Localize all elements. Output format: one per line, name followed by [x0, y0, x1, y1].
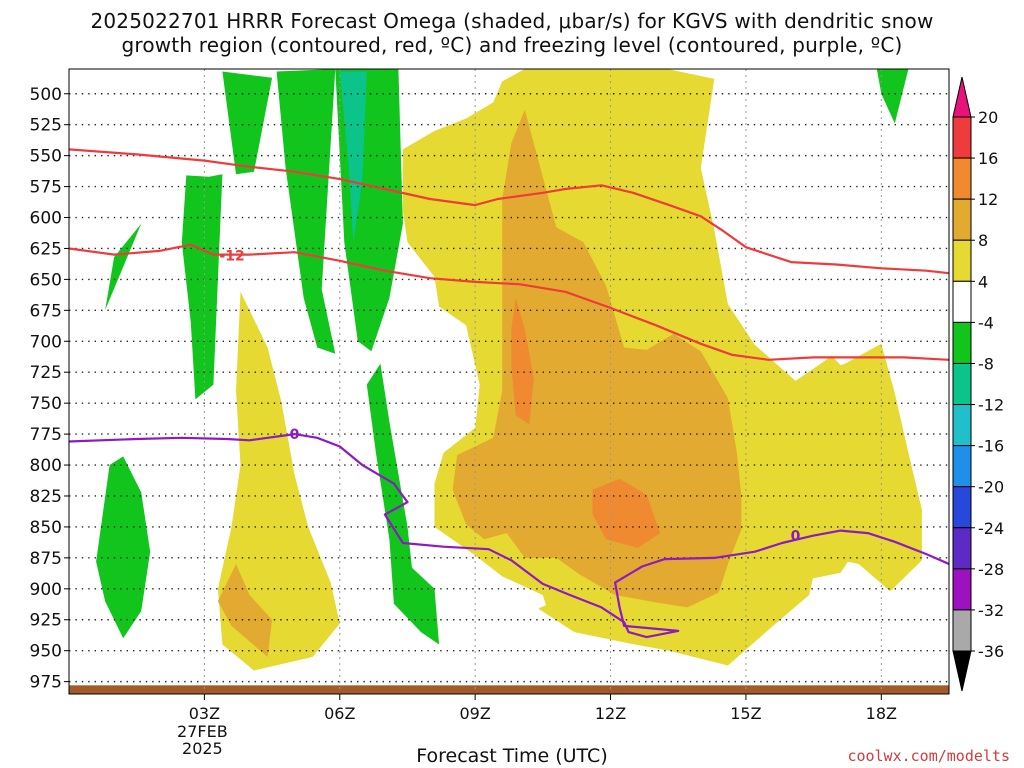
omega-shade-region	[276, 69, 336, 354]
freezing-level-contour	[69, 433, 949, 639]
omega-shade-region	[511, 298, 534, 425]
chart-title-line2: growth region (contoured, red, ºC) and f…	[121, 33, 903, 57]
chart-title-line1: 2025022701 HRRR Forecast Omega (shaded, …	[90, 9, 934, 33]
y-tick-label: 950	[30, 642, 62, 662]
y-tick-label: 575	[30, 178, 62, 198]
colorbar-label: -24	[978, 519, 1004, 538]
colorbar-label: -8	[978, 354, 994, 373]
y-tick-label: 825	[30, 487, 62, 507]
x-tick-label: 06Z	[324, 704, 355, 723]
x-tick-sublabel: 2025	[182, 739, 223, 758]
colorbar-label: 20	[978, 108, 998, 127]
omega-shade-region	[217, 291, 340, 671]
colorbar-label: 12	[978, 190, 998, 209]
omega-shade-region	[339, 71, 367, 243]
x-tick-label: 18Z	[866, 704, 897, 723]
y-tick-label: 725	[30, 363, 62, 383]
colorbar-top-arrow	[952, 76, 972, 118]
omega-shade-region	[217, 564, 273, 657]
y-tick-label: 850	[30, 518, 62, 538]
x-tick-sublabel: 27FEB	[177, 722, 228, 741]
y-tick-label: 800	[30, 456, 62, 476]
x-axis-label: Forecast Time (UTC)	[416, 745, 608, 767]
y-tick-label: 750	[30, 394, 62, 414]
colorbar-swatch	[952, 568, 972, 611]
y-tick-label: 625	[30, 239, 62, 259]
x-tick-label: 09Z	[459, 704, 490, 723]
contour-label-zero: 0	[290, 427, 300, 443]
omega-shade-region	[181, 174, 223, 400]
y-tick-label: 675	[30, 301, 62, 321]
colorbar-swatch	[952, 404, 972, 447]
colorbar-swatch	[952, 239, 972, 282]
y-tick-label: 925	[30, 611, 62, 631]
colorbar-label: -12	[978, 396, 1004, 415]
y-tick-label: 650	[30, 270, 62, 290]
omega-shade-region	[452, 109, 742, 608]
colorbar-swatch	[952, 362, 972, 406]
colorbar-swatch	[952, 321, 972, 364]
colorbar-swatch	[952, 486, 972, 529]
contour-label-minus12: -12	[219, 249, 244, 265]
colorbar-swatch	[952, 527, 972, 570]
colorbar-swatch	[952, 198, 972, 241]
x-tick-label: 12Z	[595, 704, 626, 723]
omega-shade-region	[222, 71, 273, 175]
plot-border	[68, 68, 950, 695]
colorbar-label: -32	[978, 601, 1004, 620]
ground-surface	[69, 685, 949, 694]
y-tick-label: 875	[30, 549, 62, 569]
colorbar-label: -28	[978, 560, 1004, 579]
y-tick-label: 975	[30, 673, 62, 693]
colorbar-swatch	[952, 116, 972, 159]
colorbar-label: 8	[978, 231, 988, 250]
colorbar-label: -20	[978, 478, 1004, 497]
y-tick-label: 550	[30, 147, 62, 167]
colorbar-label: 16	[978, 149, 998, 168]
colorbar-bottom-arrow	[952, 650, 972, 692]
omega-shade-region	[96, 456, 151, 639]
omega-shade-region	[876, 69, 909, 124]
y-tick-label: 600	[30, 209, 62, 229]
y-tick-label: 775	[30, 425, 62, 445]
omega-shade-region	[105, 223, 142, 311]
colorbar-label: -4	[978, 313, 994, 332]
credit-text: coolwx.com/modelts	[847, 747, 1010, 765]
plot-area: -12 0 0	[69, 69, 949, 694]
x-tick-label: 15Z	[730, 704, 761, 723]
y-tick-label: 500	[30, 85, 62, 105]
colorbar-label: -36	[978, 642, 1004, 661]
colorbar-swatch	[952, 280, 972, 323]
y-tick-label: 900	[30, 580, 62, 600]
x-tick-label: 03Z	[189, 704, 220, 723]
colorbar-label: 4	[978, 272, 988, 291]
y-tick-label: 525	[30, 116, 62, 136]
colorbar-swatch	[952, 609, 972, 652]
colorbar-swatch	[952, 445, 972, 488]
omega-shade-region	[592, 478, 661, 548]
colorbar-swatch	[952, 157, 972, 200]
dgz-temperature-contour	[69, 243, 949, 361]
dgz-temperature-contour	[69, 148, 949, 275]
y-tick-label: 700	[30, 332, 62, 352]
contour-label-zero: 0	[791, 529, 801, 545]
colorbar-label: -16	[978, 437, 1004, 456]
